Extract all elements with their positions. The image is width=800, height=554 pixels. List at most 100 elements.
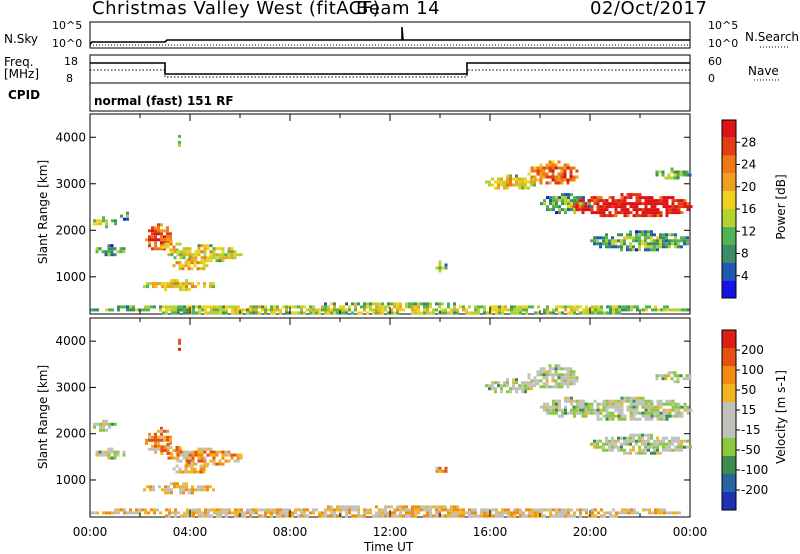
data-cell (384, 505, 387, 509)
data-cell (641, 239, 644, 243)
data-cell (194, 453, 198, 457)
data-cell (375, 308, 378, 312)
data-cell (656, 436, 659, 440)
data-cell (351, 508, 354, 512)
y-tick-label: 3000 (55, 380, 86, 394)
data-cell (330, 308, 333, 312)
data-cell (378, 311, 381, 315)
data-cell (216, 514, 219, 518)
data-cell (644, 248, 647, 252)
data-cell (209, 459, 213, 463)
data-cell (567, 396, 570, 400)
data-cell (192, 308, 195, 312)
data-cell (161, 488, 164, 492)
data-cell (108, 511, 111, 515)
data-cell (561, 208, 564, 212)
data-cell (656, 208, 660, 212)
data-cell (175, 242, 179, 246)
data-cell (102, 419, 105, 423)
data-cell (605, 208, 609, 212)
data-cell (654, 508, 657, 512)
data-cell (179, 250, 183, 254)
data-cell (372, 311, 375, 315)
data-cell (501, 311, 504, 315)
cpid-label: CPID (8, 88, 41, 102)
data-cell (618, 305, 621, 309)
data-cell (188, 253, 192, 257)
data-cell (656, 199, 660, 203)
data-cell (506, 390, 509, 394)
data-cell (653, 248, 656, 252)
data-cell (168, 508, 171, 512)
data-cell (606, 511, 609, 515)
data-cell (204, 514, 207, 518)
data-cell (590, 408, 594, 412)
data-cell (682, 173, 686, 177)
data-cell (237, 511, 240, 515)
data-cell (593, 411, 597, 415)
data-cell (521, 384, 524, 388)
data-cell (177, 305, 180, 309)
data-cell (218, 253, 222, 257)
data-cell (546, 308, 549, 312)
data-cell (650, 405, 654, 409)
data-cell (453, 302, 456, 306)
data-cell (590, 211, 594, 215)
data-cell (635, 433, 638, 437)
data-cell (110, 244, 114, 248)
data-cell (276, 305, 279, 309)
nsearch-tick-bottom: 10^0 (708, 37, 739, 50)
data-cell (685, 173, 689, 177)
data-cell (195, 311, 198, 315)
data-cell (491, 183, 494, 187)
data-cell (166, 232, 169, 236)
data-cell (182, 482, 185, 486)
data-cell (645, 305, 648, 309)
colorbar-tick-label: -15 (741, 423, 761, 437)
data-cell (596, 211, 600, 215)
data-cell (95, 250, 99, 254)
data-cell (420, 508, 423, 512)
nave-label: Nave (748, 64, 779, 78)
data-cell (614, 414, 618, 418)
data-cell (546, 196, 549, 200)
data-cell (670, 371, 674, 375)
data-cell (179, 459, 183, 463)
data-cell (417, 511, 420, 515)
data-cell (557, 175, 561, 179)
data-cell (593, 408, 597, 412)
data-cell (99, 428, 102, 432)
data-cell (219, 308, 222, 312)
data-cell (438, 263, 442, 267)
data-cell (611, 242, 614, 246)
data-cell (518, 186, 521, 190)
data-cell (564, 202, 567, 206)
data-cell (154, 244, 157, 248)
data-cell (324, 514, 327, 518)
data-cell (587, 402, 591, 406)
data-cell (209, 282, 212, 286)
data-cell (515, 180, 518, 184)
data-cell (178, 347, 181, 351)
data-cell (667, 173, 671, 177)
data-cell (665, 442, 668, 446)
colorbar-swatch (722, 330, 736, 348)
data-cell (193, 470, 197, 474)
data-cell (572, 408, 576, 412)
data-cell (608, 402, 612, 406)
data-cell (558, 508, 561, 512)
data-cell (516, 305, 519, 309)
data-cell (551, 169, 555, 173)
freq-trace (90, 62, 690, 75)
data-cell (441, 311, 444, 315)
colorbar-swatch (722, 244, 736, 263)
data-cell (683, 202, 687, 206)
data-cell (113, 247, 117, 251)
data-cell (150, 508, 153, 512)
data-cell (521, 387, 524, 391)
data-cell (670, 167, 674, 171)
data-cell (596, 417, 600, 421)
data-cell (667, 374, 671, 378)
data-cell (635, 199, 639, 203)
data-cell (185, 247, 189, 251)
